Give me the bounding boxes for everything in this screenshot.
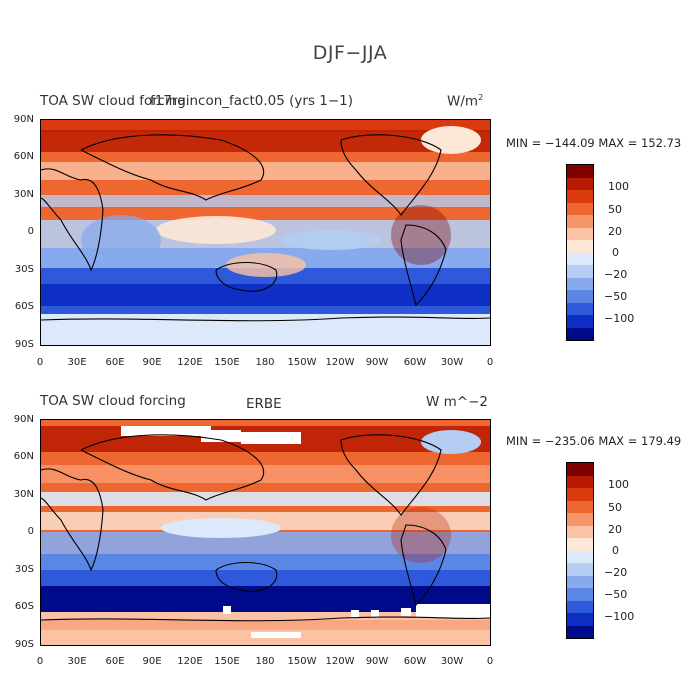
p2-lat-60n: 60N xyxy=(13,451,34,462)
p2-cb-box-8 xyxy=(567,550,593,563)
panel2-center-title: ERBE xyxy=(246,396,282,412)
p1-lon-120w: 120W xyxy=(325,357,355,368)
p2-lat-60s: 60S xyxy=(14,601,34,612)
panel2-map-svg xyxy=(41,420,490,645)
p1-cb-label-20: 20 xyxy=(608,225,622,238)
p1-cb-box-2 xyxy=(567,177,593,190)
p1-cb-box-8 xyxy=(567,252,593,265)
p2-cb-box-6 xyxy=(567,525,593,538)
p1-cb-label-0: 0 xyxy=(612,246,619,259)
p1-lat-0: 0 xyxy=(27,226,34,237)
p2-lon-30w: 30W xyxy=(440,656,464,667)
p1-lon-90w: 90W xyxy=(365,357,389,368)
p2-cb-label-m20: −20 xyxy=(604,566,628,579)
p2-lon-120w: 120W xyxy=(325,656,355,667)
panel1-minmax: MIN = −144.09 MAX = 152.73 xyxy=(506,136,682,150)
p1-cb-box-11 xyxy=(567,290,593,303)
p2-lat-0: 0 xyxy=(27,526,34,537)
p1-lat-90s: 90S xyxy=(14,339,34,350)
p1-lon-120e: 120E xyxy=(177,357,203,368)
p1-lon-150e: 150E xyxy=(214,357,240,368)
p2-cb-box-9 xyxy=(567,563,593,576)
p2-cb-box-10 xyxy=(567,575,593,588)
p1-cb-box-12 xyxy=(567,302,593,315)
p1-cb-box-13 xyxy=(567,315,593,328)
p1-cb-box-1 xyxy=(567,165,593,178)
panel1-units-sup: 2 xyxy=(478,93,484,102)
p2-cb-box-11 xyxy=(567,588,593,601)
panel1-units: W/m2 xyxy=(447,93,483,110)
p1-lon-150w: 150W xyxy=(287,357,317,368)
p2-cb-label-100: 100 xyxy=(608,478,629,491)
p1-lat-60s: 60S xyxy=(14,301,34,312)
p2-lon-150e: 150E xyxy=(214,656,240,667)
p1-cb-box-10 xyxy=(567,277,593,290)
p2-lon-0: 0 xyxy=(36,656,44,667)
p1-lon-60e: 60E xyxy=(105,357,125,368)
p2-cb-label-50: 50 xyxy=(608,501,622,514)
p1-cb-box-4 xyxy=(567,202,593,215)
p2-lon-60w: 60W xyxy=(403,656,427,667)
p2-lon-60e: 60E xyxy=(105,656,125,667)
p1-cb-box-9 xyxy=(567,265,593,278)
p1-lat-30n: 30N xyxy=(13,189,34,200)
panel2-left-title: TOA SW cloud forcing xyxy=(40,393,186,409)
panel1-center-title: f17raincon_fact0.05 (yrs 1−1) xyxy=(150,93,354,109)
p1-cb-box-3 xyxy=(567,190,593,203)
p2-cb-box-2 xyxy=(567,475,593,488)
p1-lon-0-end: 0 xyxy=(486,357,494,368)
panel2-minmax: MIN = −235.06 MAX = 179.49 xyxy=(506,434,682,448)
p2-cb-box-3 xyxy=(567,488,593,501)
p2-lat-90s: 90S xyxy=(14,639,34,650)
p2-lon-90e: 90E xyxy=(142,656,162,667)
p1-cb-box-14 xyxy=(567,327,593,340)
p1-lon-90e: 90E xyxy=(142,357,162,368)
p2-cb-box-7 xyxy=(567,538,593,551)
p1-lon-30w: 30W xyxy=(440,357,464,368)
p2-cb-box-13 xyxy=(567,613,593,626)
p2-lon-30e: 30E xyxy=(67,656,87,667)
p1-cb-box-7 xyxy=(567,240,593,253)
p1-cb-box-6 xyxy=(567,227,593,240)
p1-lon-60w: 60W xyxy=(403,357,427,368)
p2-lat-30n: 30N xyxy=(13,489,34,500)
p2-cb-box-5 xyxy=(567,513,593,526)
panel1-units-base: W/m xyxy=(447,93,479,110)
p1-lon-30e: 30E xyxy=(67,357,87,368)
panel2-units: W m^−2 xyxy=(426,394,489,410)
p1-lat-30s: 30S xyxy=(14,264,34,275)
p1-lon-0: 0 xyxy=(36,357,44,368)
p2-cb-box-14 xyxy=(567,625,593,638)
p1-cb-label-m50: −50 xyxy=(604,290,628,303)
p1-lat-60n: 60N xyxy=(13,151,34,162)
p2-lon-120e: 120E xyxy=(177,656,203,667)
p2-cb-box-1 xyxy=(567,463,593,476)
p2-cb-box-12 xyxy=(567,600,593,613)
p2-lon-90w: 90W xyxy=(365,656,389,667)
p1-lon-180: 180 xyxy=(255,357,275,368)
p1-cb-label-m100: −100 xyxy=(604,312,635,325)
p1-cb-label-100: 100 xyxy=(608,180,629,193)
panel1-map-svg xyxy=(41,120,490,345)
p2-lon-180: 180 xyxy=(255,656,275,667)
p2-cb-label-20: 20 xyxy=(608,523,622,536)
p2-lat-90n: 90N xyxy=(13,414,34,425)
panel2-map xyxy=(40,419,491,646)
panel1-map xyxy=(40,119,491,346)
p1-cb-box-5 xyxy=(567,215,593,228)
p2-cb-label-m100: −100 xyxy=(604,610,635,623)
p2-lon-150w: 150W xyxy=(287,656,317,667)
p2-lat-30s: 30S xyxy=(14,564,34,575)
p1-cb-label-m20: −20 xyxy=(604,268,628,281)
p1-lat-90n: 90N xyxy=(13,114,34,125)
p2-cb-label-0: 0 xyxy=(612,544,619,557)
figure-title: DJF−JJA xyxy=(312,42,388,64)
p2-cb-label-m50: −50 xyxy=(604,588,628,601)
p1-cb-label-50: 50 xyxy=(608,203,622,216)
p2-cb-box-4 xyxy=(567,500,593,513)
panel1-left-title: TOA SW cloud forcing xyxy=(40,93,186,109)
p2-lon-0-end: 0 xyxy=(486,656,494,667)
panel1-colorbar xyxy=(566,164,594,341)
panel2-colorbar xyxy=(566,462,594,639)
